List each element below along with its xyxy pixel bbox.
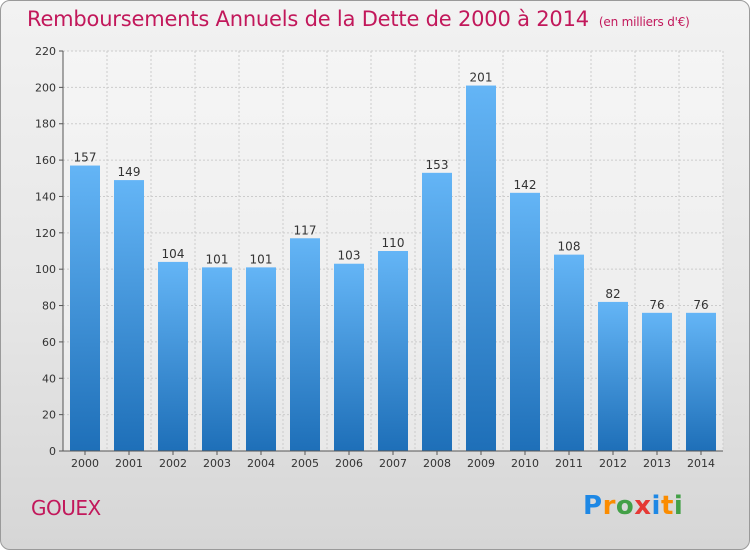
bar-value-label: 104 (162, 247, 185, 261)
x-tick-label: 2007 (379, 457, 407, 470)
bar (510, 192, 540, 451)
logo-letter: i (651, 491, 661, 521)
x-tick-label: 2001 (115, 457, 143, 470)
y-tick-label: 120 (35, 227, 56, 240)
y-tick-label: 40 (42, 372, 56, 385)
y-tick-label: 200 (35, 81, 56, 94)
y-tick-label: 140 (35, 190, 56, 203)
x-tick-label: 2000 (71, 457, 99, 470)
y-tick-label: 220 (35, 45, 56, 58)
bar (554, 254, 584, 451)
y-tick-label: 60 (42, 336, 56, 349)
y-tick-label: 0 (49, 445, 56, 458)
y-tick-label: 80 (42, 300, 56, 313)
bar (466, 85, 496, 451)
x-tick-label: 2003 (203, 457, 231, 470)
x-tick-label: 2013 (643, 457, 671, 470)
bar (422, 172, 452, 451)
logo-letter: x (634, 491, 652, 521)
bar (378, 251, 408, 451)
bar-value-label: 103 (338, 249, 361, 263)
bar-value-label: 82 (605, 287, 620, 301)
bar-value-label: 201 (470, 71, 493, 85)
x-tick-label: 2012 (599, 457, 627, 470)
x-tick-label: 2011 (555, 457, 583, 470)
x-tick-label: 2008 (423, 457, 451, 470)
x-tick-label: 2014 (687, 457, 715, 470)
bar (686, 312, 716, 451)
x-tick-label: 2005 (291, 457, 319, 470)
bar (246, 267, 276, 451)
bar (70, 165, 100, 451)
bar-value-label: 101 (250, 252, 273, 266)
bar-value-label: 101 (206, 252, 229, 266)
x-tick-label: 2002 (159, 457, 187, 470)
bar (158, 261, 188, 451)
unit-label: (en milliers d'€) (598, 15, 690, 29)
commune-name: GOUEX (31, 496, 101, 520)
bar (598, 301, 628, 451)
y-tick-label: 20 (42, 409, 56, 422)
bar (114, 180, 144, 451)
logo-letter: P (583, 491, 603, 521)
y-tick-label: 160 (35, 154, 56, 167)
logo-letter: t (660, 491, 674, 521)
bar-value-label: 76 (693, 298, 708, 312)
bar-value-label: 157 (74, 151, 97, 165)
bar (334, 263, 364, 451)
x-tick-label: 2006 (335, 457, 363, 470)
y-tick-label: 100 (35, 263, 56, 276)
bar (202, 267, 232, 451)
x-tick-label: 2004 (247, 457, 275, 470)
bar-value-label: 142 (514, 178, 537, 192)
x-tick-label: 2010 (511, 457, 539, 470)
bar-value-label: 76 (649, 298, 664, 312)
bar-value-label: 153 (426, 158, 449, 172)
bar-value-label: 108 (558, 240, 581, 254)
bar-value-label: 110 (382, 236, 405, 250)
logo-letter: r (602, 491, 616, 521)
logo-letter: o (615, 491, 635, 521)
bar (290, 238, 320, 451)
bar (642, 312, 672, 451)
x-tick-label: 2009 (467, 457, 495, 470)
bar-value-label: 117 (294, 223, 317, 237)
chart-title: Remboursements Annuels de la Dette de 20… (27, 7, 690, 31)
logo-letter: i (673, 491, 684, 521)
bar-value-label: 149 (118, 165, 141, 179)
chart-title-text: Remboursements Annuels de la Dette de 20… (27, 7, 589, 31)
y-tick-label: 180 (35, 118, 56, 131)
proxiti-logo: Proxiti (583, 491, 683, 521)
